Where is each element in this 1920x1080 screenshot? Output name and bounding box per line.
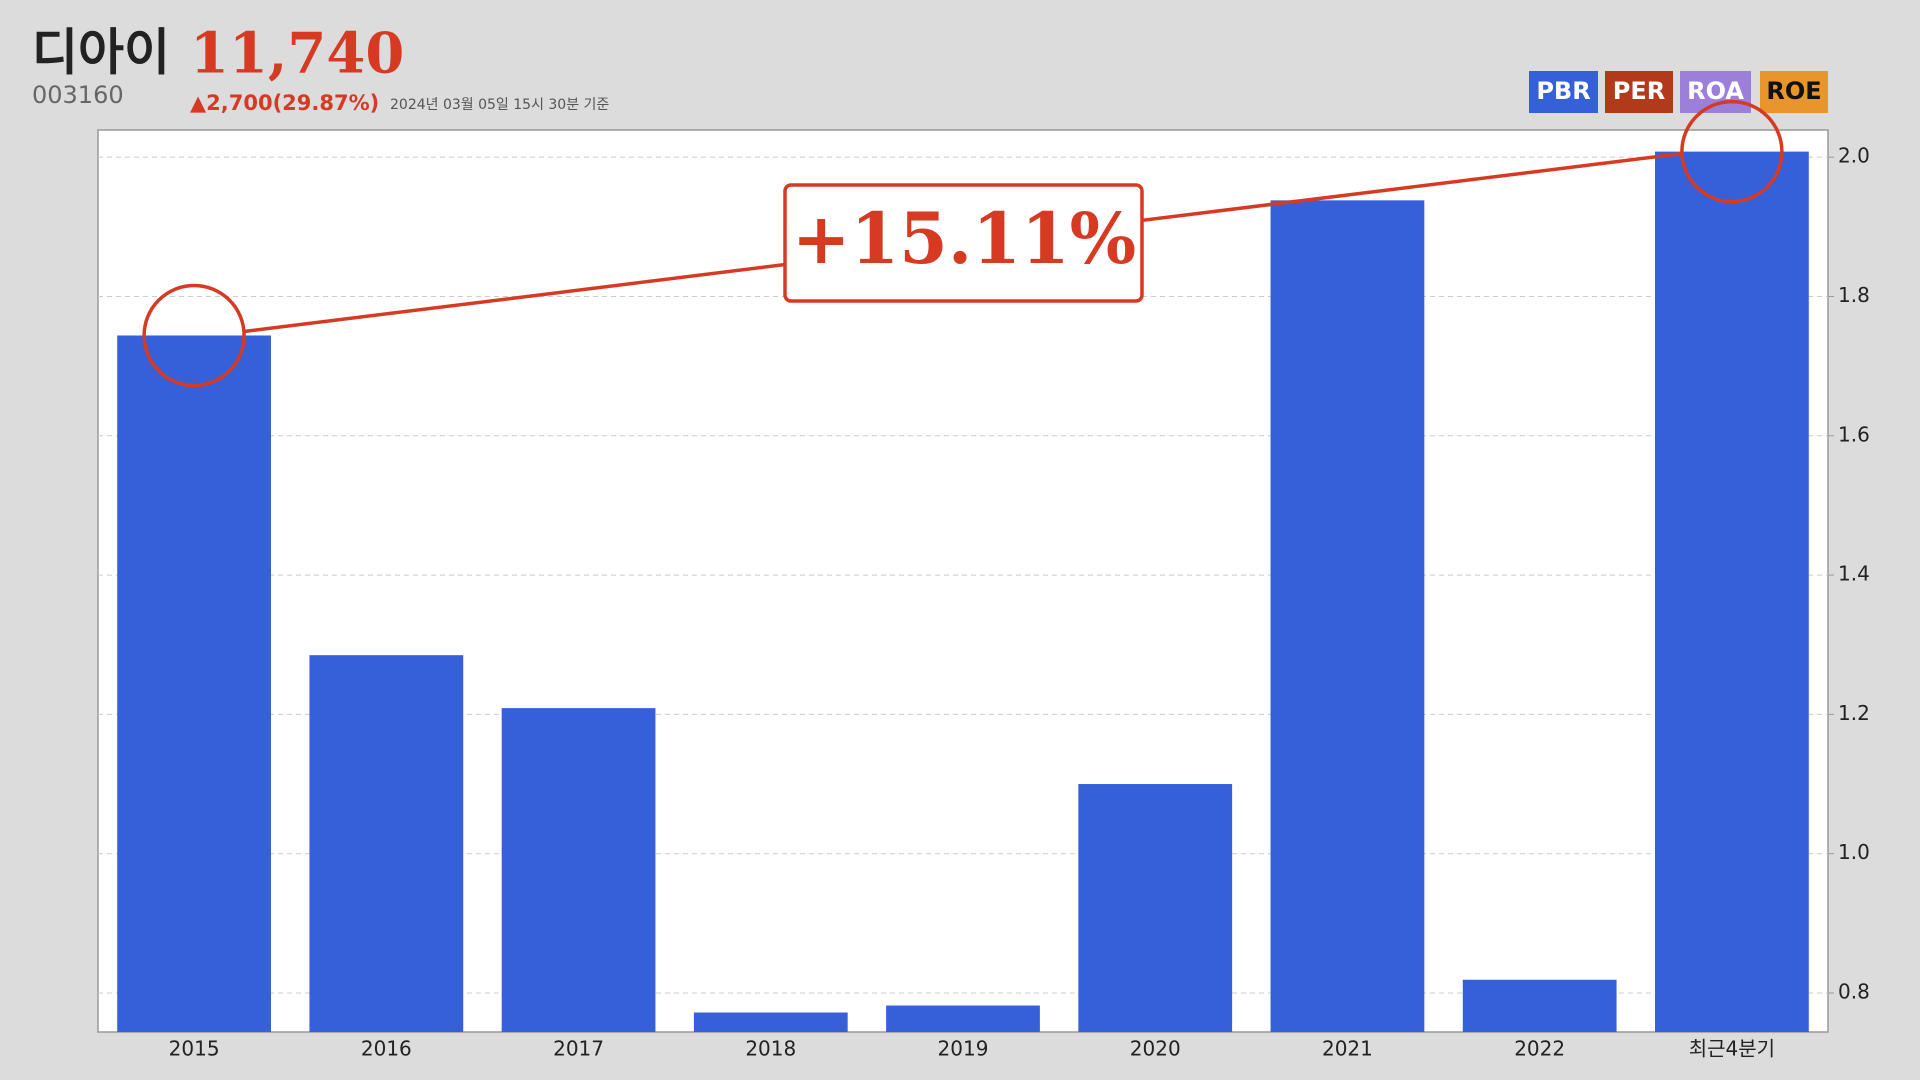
metric-tab-label[interactable]: PER <box>1613 77 1665 105</box>
x-tick-label: 2020 <box>1130 1037 1181 1061</box>
x-tick-label: 최근4분기 <box>1689 1037 1775 1061</box>
x-tick-label: 2022 <box>1514 1037 1565 1061</box>
x-tick-label: 2018 <box>745 1037 796 1061</box>
bar <box>1462 979 1617 1032</box>
bar <box>117 335 271 1032</box>
x-tick-label: 2021 <box>1322 1037 1373 1061</box>
y-tick-label: 1.2 <box>1838 701 1870 725</box>
price-change: ▲2,700(29.87%) <box>190 91 379 115</box>
annotation-text: +15.11% <box>792 197 1136 280</box>
metric-tab[interactable] <box>1605 71 1673 113</box>
x-tick-label: 2019 <box>938 1037 989 1061</box>
annotation-box <box>783 183 1144 303</box>
metric-tab[interactable] <box>1760 71 1828 113</box>
y-tick-label: 2.0 <box>1838 144 1870 168</box>
timestamp: 2024년 03월 05일 15시 30분 기준 <box>390 97 609 113</box>
y-tick-label: 1.8 <box>1838 283 1870 307</box>
metric-tab[interactable] <box>1529 71 1598 113</box>
metric-tab-label[interactable]: PBR <box>1536 77 1590 105</box>
bar <box>501 708 656 1032</box>
bar <box>1270 200 1425 1033</box>
bar <box>886 1005 1040 1032</box>
metric-tab-label[interactable]: ROE <box>1766 77 1821 105</box>
stock-code: 003160 <box>32 81 124 109</box>
bar <box>1078 784 1233 1032</box>
y-tick-label: 1.6 <box>1838 422 1870 446</box>
x-tick-label: 2016 <box>361 1037 412 1061</box>
annotation-circle <box>142 283 246 388</box>
bar <box>693 1012 848 1032</box>
stock-price: 11,740 <box>190 21 404 87</box>
x-tick-label: 2015 <box>169 1037 220 1061</box>
bar <box>309 655 464 1032</box>
bar <box>1655 151 1809 1032</box>
stock-name: 디아이 <box>32 24 170 82</box>
y-tick-label: 1.0 <box>1838 840 1870 864</box>
y-tick-label: 1.4 <box>1838 562 1870 586</box>
y-tick-label: 0.8 <box>1838 979 1870 1003</box>
x-tick-label: 2017 <box>553 1037 604 1061</box>
annotation-circle <box>1680 99 1784 204</box>
